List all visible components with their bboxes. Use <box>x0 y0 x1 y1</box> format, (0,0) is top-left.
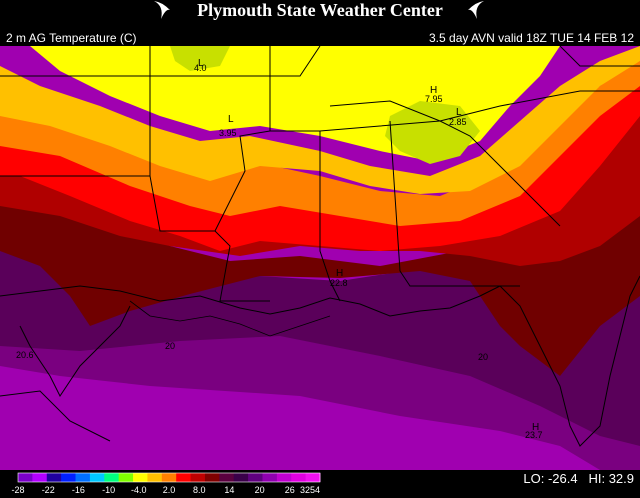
legend-swatch <box>248 473 263 482</box>
extrema-mark: H <box>336 268 343 279</box>
legend-swatch <box>32 473 48 482</box>
legend-swatch <box>190 473 206 482</box>
band-purple <box>0 166 640 446</box>
lo-label: LO: <box>523 471 545 486</box>
legend-tick-label: -22 <box>42 485 55 495</box>
legend-tick-label: 8.0 <box>193 485 206 495</box>
map-value-label: 20.6 <box>16 350 34 360</box>
map-value-label: 20 <box>478 352 488 362</box>
legend-swatch <box>46 473 62 482</box>
extrema-mark: H <box>430 85 437 96</box>
extrema-mark: H <box>532 422 539 433</box>
temperature-map: L 4.0 L 3.95 H 7.95 L 2.85 20 H 22.8 20.… <box>0 46 640 470</box>
hi-value: 32.9 <box>608 471 634 486</box>
valid-time: 3.5 day AVN valid 18Z TUE 14 FEB 12 <box>429 31 634 45</box>
legend-swatch <box>291 473 307 482</box>
legend-swatch <box>75 473 91 482</box>
band-lightpatch <box>170 46 230 71</box>
map-annotations: L 4.0 L 3.95 H 7.95 L 2.85 20 H 22.8 20.… <box>16 58 543 440</box>
band-amber <box>0 46 640 194</box>
legend-tick-label: -4.0 <box>131 485 147 495</box>
legend-tick-label: -10 <box>102 485 115 495</box>
hi-label: HI: <box>588 471 606 486</box>
map-value-label: 20 <box>165 341 175 351</box>
extrema-mark: L <box>456 107 462 118</box>
legend-tick-label: 2.0 <box>163 485 176 495</box>
legend-swatch <box>262 473 278 482</box>
footer-bar: -28 -22 -16 -10 -4.0 2.0 8.0 14 20 26 3254 LO: -26… <box>0 470 640 498</box>
legend-swatch <box>161 473 177 482</box>
gulf-coast-outline <box>129 300 331 337</box>
legend-swatch <box>118 473 134 482</box>
storm-logo-icon <box>154 1 170 19</box>
storm-logo-icon <box>468 1 484 19</box>
legend-swatch <box>133 473 148 482</box>
info-bar: 2 m AG Temperature (C) 3.5 day AVN valid… <box>0 30 640 46</box>
extrema-mark: L <box>228 114 234 125</box>
legend-tick-label: -28 <box>11 485 24 495</box>
legend-swatch <box>204 473 220 482</box>
legend-tick-label: 14 <box>224 485 234 495</box>
map-value-label: 7.95 <box>425 94 443 104</box>
legend-tick-label: 20 <box>255 485 265 495</box>
legend-swatch <box>104 473 120 482</box>
lo-hi-readout: LO: -26.4 HI: 32.9 <box>523 470 634 488</box>
legend-swatch <box>305 473 321 482</box>
map-value-label: 2.85 <box>449 117 467 127</box>
lo-value: -26.4 <box>547 471 578 486</box>
legend-swatch <box>233 473 249 482</box>
legend-tick-label: -16 <box>72 485 85 495</box>
map-value-label: 4.0 <box>194 63 207 73</box>
map-value-label: 23.7 <box>525 430 543 440</box>
legend-swatch <box>176 473 192 482</box>
legend-swatch <box>147 473 163 482</box>
legend-swatch <box>18 473 33 482</box>
extrema-mark: L <box>198 58 204 69</box>
legend-tick-label: 26 <box>285 485 295 495</box>
map-value-label: 22.8 <box>330 278 348 288</box>
legend-tick-label: 3254 <box>300 485 320 495</box>
legend-swatch <box>276 473 292 482</box>
color-scale-legend: -28 -22 -16 -10 -4.0 2.0 8.0 14 20 26 3254 <box>11 472 321 495</box>
legend-swatch <box>219 473 235 482</box>
boundary-lines <box>0 46 640 447</box>
field-name: 2 m AG Temperature (C) <box>6 31 137 45</box>
header-bar: Plymouth State Weather Center <box>0 0 640 30</box>
legend-swatch <box>89 473 105 482</box>
page-title: Plymouth State Weather Center <box>197 0 443 20</box>
map-value-label: 3.95 <box>219 128 237 138</box>
legend-swatch <box>61 473 77 482</box>
